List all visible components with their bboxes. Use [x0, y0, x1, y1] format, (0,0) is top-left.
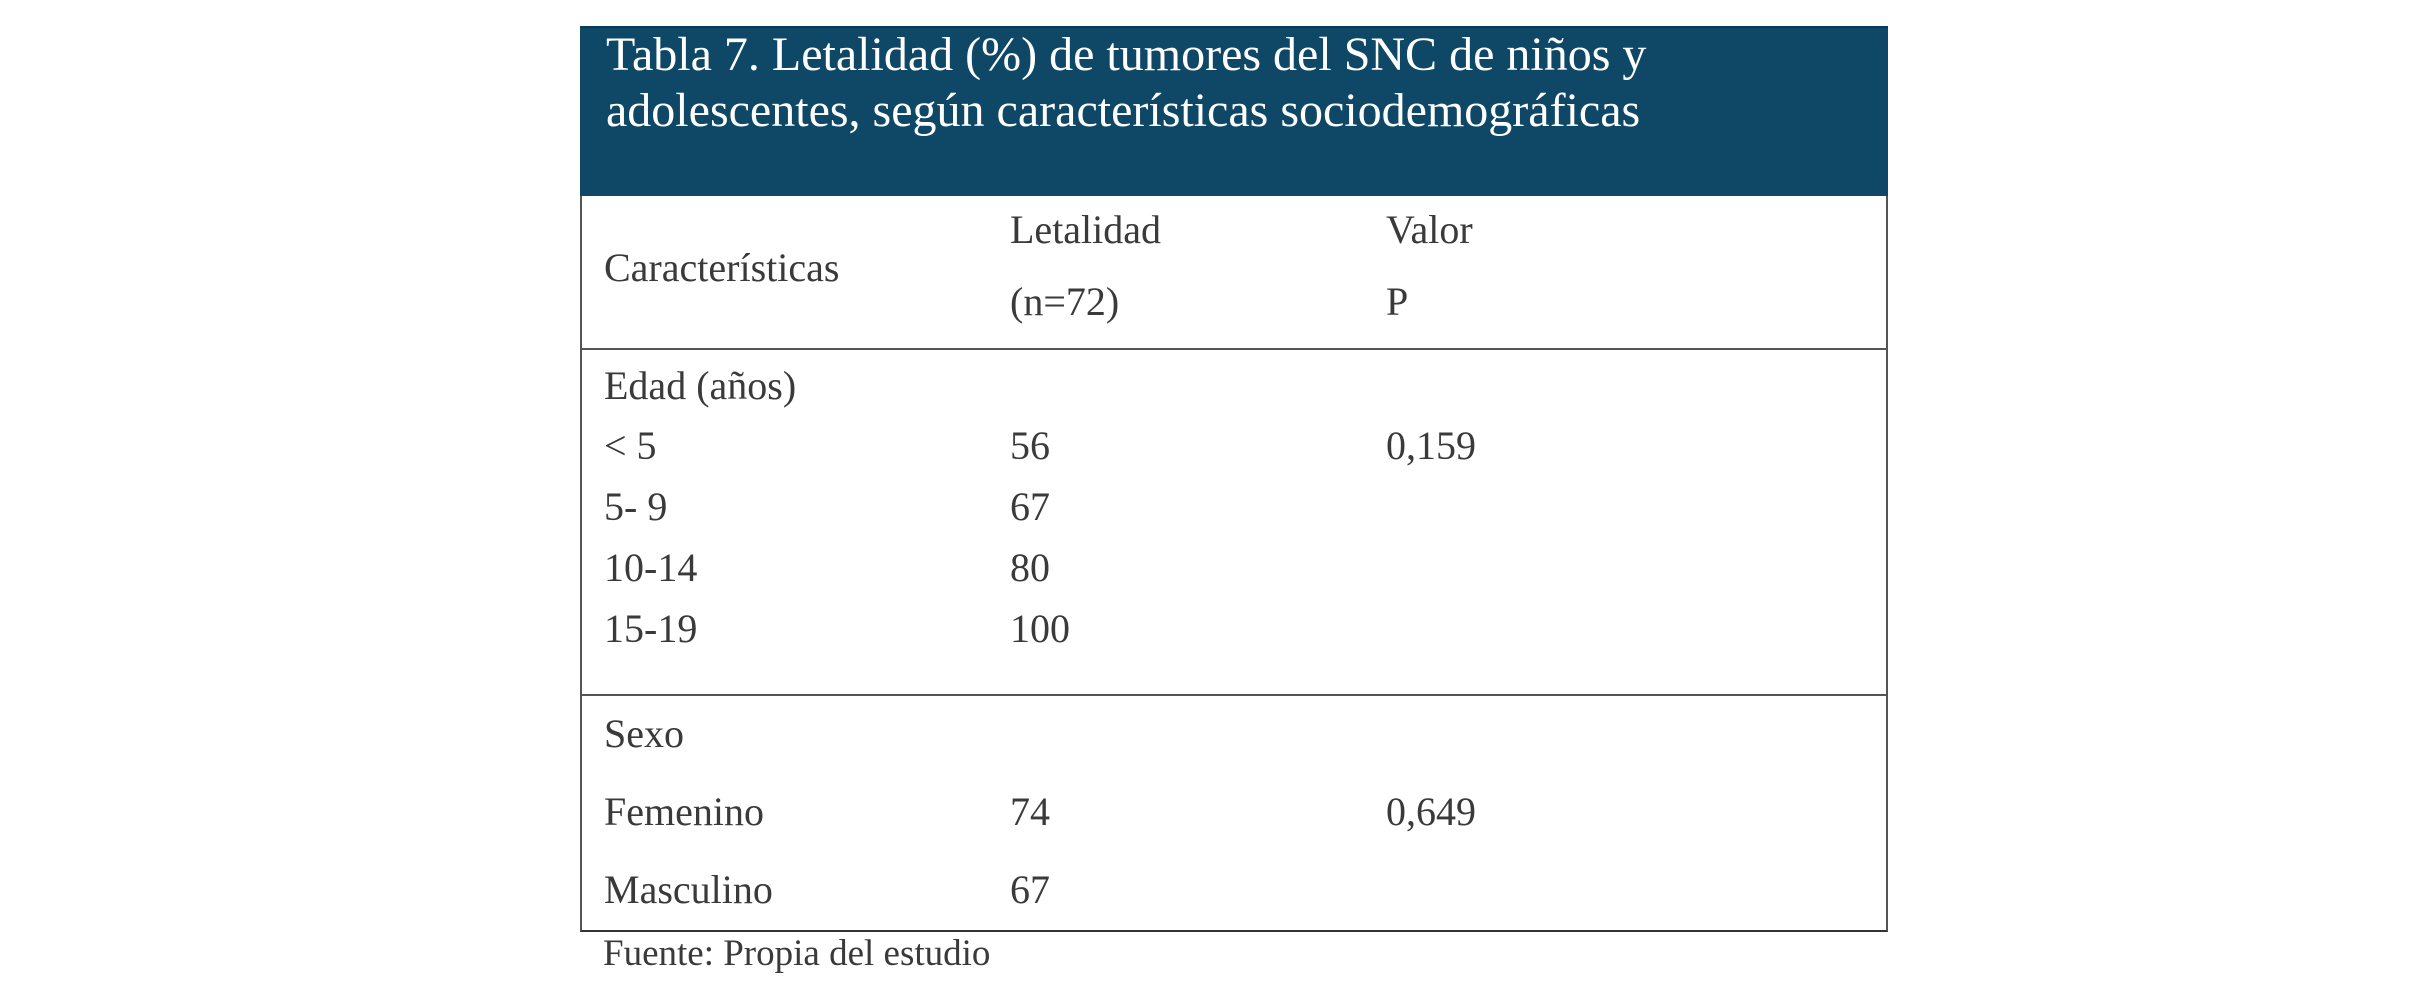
row-letalidad: 67 [1010, 484, 1050, 529]
section-heading-edad: Edad (años) [604, 363, 797, 408]
header-letalidad-n: (n=72) [1010, 279, 1120, 324]
row-label: Femenino [604, 789, 764, 834]
table-title-line-2: adolescentes, según características soci… [606, 84, 1641, 137]
table-7: Tabla 7. Letalidad (%) de tumores del SN… [580, 26, 1888, 932]
row-letalidad: 80 [1010, 545, 1050, 590]
section-edad: Edad (años) < 5 56 0,159 5- 9 67 10-14 8… [582, 350, 1886, 696]
header-letalidad: Letalidad [1010, 207, 1162, 252]
section-sexo: Sexo Femenino 74 0,649 Masculino 67 [582, 696, 1886, 930]
header-valor-p: P [1386, 279, 1409, 324]
row-p-value: 0,159 [1386, 423, 1476, 468]
table-title-bar: Tabla 7. Letalidad (%) de tumores del SN… [580, 26, 1888, 196]
row-label: 5- 9 [604, 484, 668, 529]
row-letalidad: 67 [1010, 867, 1050, 912]
row-label: < 5 [604, 423, 657, 468]
table-title-line-1: Tabla 7. Letalidad (%) de tumores del SN… [606, 28, 1647, 81]
row-p-value: 0,649 [1386, 789, 1476, 834]
row-label: 10-14 [604, 545, 698, 590]
row-letalidad: 100 [1010, 606, 1070, 651]
table-source-note: Fuente: Propia del estudio [603, 933, 991, 974]
header-caracteristicas: Características [604, 245, 840, 290]
section-heading-sexo: Sexo [604, 711, 684, 756]
row-label: 15-19 [604, 606, 698, 651]
header-valor: Valor [1386, 207, 1473, 252]
table-header-row: Características Letalidad (n=72) Valor P [582, 196, 1886, 350]
table-body: Características Letalidad (n=72) Valor P… [580, 196, 1888, 932]
row-letalidad: 74 [1010, 789, 1050, 834]
row-letalidad: 56 [1010, 423, 1050, 468]
row-label: Masculino [604, 867, 773, 912]
